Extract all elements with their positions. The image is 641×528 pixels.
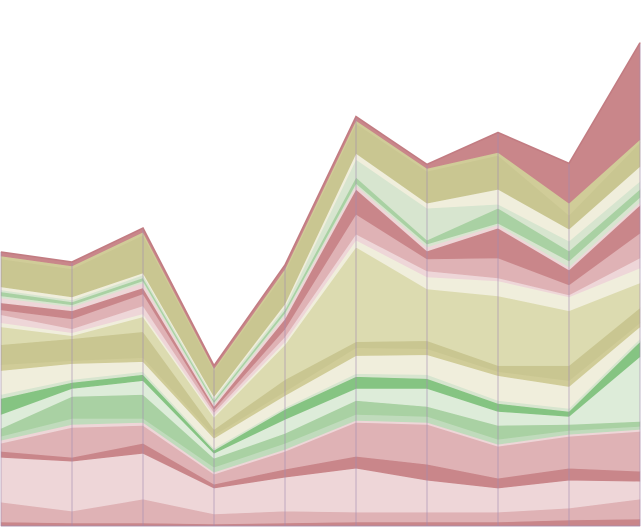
area-layers [0,41,641,527]
x-gridlines [0,42,641,527]
total-outline-line [0,42,641,368]
total-outline [0,42,641,368]
